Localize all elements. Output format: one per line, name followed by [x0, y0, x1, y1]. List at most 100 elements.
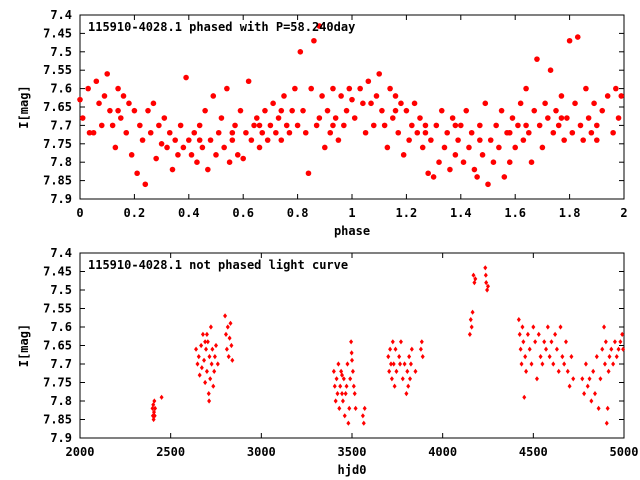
data-point	[493, 122, 499, 129]
data-point	[169, 166, 176, 173]
y-tick-label: 7.85	[43, 174, 72, 188]
data-point	[485, 181, 491, 188]
data-point	[224, 346, 229, 352]
data-point	[425, 170, 431, 177]
data-point	[420, 354, 425, 360]
data-point	[419, 339, 424, 345]
data-point	[229, 342, 234, 349]
data-point	[226, 159, 233, 165]
data-point	[292, 85, 298, 92]
data-point	[205, 339, 210, 345]
data-point	[344, 383, 349, 389]
data-point	[479, 152, 486, 158]
data-point	[101, 93, 108, 99]
data-point	[553, 331, 558, 337]
data-point	[596, 405, 601, 411]
data-point	[470, 309, 475, 315]
data-point	[533, 339, 538, 345]
data-point	[560, 354, 565, 360]
data-point	[561, 137, 567, 143]
data-point	[486, 283, 490, 289]
data-point	[408, 361, 413, 367]
data-point	[438, 107, 445, 114]
x-tick-label: 3500	[338, 445, 367, 459]
data-point	[194, 346, 199, 352]
y-tick-label: 7.65	[43, 100, 72, 114]
data-point	[473, 276, 478, 282]
data-point	[379, 107, 385, 114]
data-point	[430, 174, 437, 180]
data-point	[151, 402, 156, 408]
data-point	[602, 324, 607, 330]
data-point	[542, 100, 548, 107]
data-point	[569, 354, 574, 360]
data-point	[545, 115, 551, 121]
data-point	[79, 115, 86, 121]
data-point	[151, 409, 156, 415]
data-point	[109, 122, 116, 129]
data-point	[519, 361, 524, 367]
data-point	[137, 122, 143, 129]
data-point	[228, 320, 233, 326]
data-point	[455, 137, 461, 143]
y-tick-label: 7.5	[50, 283, 72, 297]
y-tick-label: 7.65	[43, 339, 72, 353]
data-point	[397, 354, 402, 360]
unphased-x-ticks: 2000 2500 3000 3500 4000 4500 5000	[66, 253, 638, 459]
data-point	[324, 107, 331, 114]
data-point	[406, 383, 411, 389]
data-point	[555, 122, 562, 129]
data-point	[498, 107, 505, 114]
data-point	[516, 317, 521, 323]
data-point	[609, 346, 614, 352]
data-point	[332, 115, 339, 121]
data-point	[350, 368, 355, 374]
data-point	[259, 129, 266, 136]
data-point	[191, 129, 198, 136]
data-point	[346, 85, 353, 92]
data-point	[409, 122, 415, 129]
data-point	[212, 354, 217, 360]
data-point	[256, 144, 263, 151]
data-point	[115, 107, 121, 114]
x-tick-label: 0.6	[232, 206, 254, 220]
data-point	[444, 129, 451, 136]
data-point	[202, 357, 207, 363]
data-point	[215, 129, 222, 136]
data-point	[539, 144, 546, 151]
data-point	[400, 152, 407, 158]
data-point	[196, 122, 203, 129]
data-point	[289, 107, 295, 114]
data-point	[512, 144, 518, 151]
data-point	[204, 368, 209, 374]
data-point	[469, 324, 474, 330]
data-point	[422, 122, 429, 129]
data-point	[286, 129, 293, 136]
data-point	[542, 339, 547, 345]
data-point	[544, 346, 549, 352]
x-tick-label: 2500	[156, 445, 185, 459]
data-point	[571, 376, 576, 382]
data-point	[536, 122, 543, 129]
data-point	[215, 361, 220, 367]
data-point	[523, 354, 528, 360]
data-point	[419, 144, 426, 151]
data-point	[207, 398, 212, 404]
data-point	[558, 93, 565, 99]
y-tick-label: 7.7	[50, 357, 72, 371]
data-point	[275, 115, 282, 121]
y-tick-label: 7.75	[43, 376, 72, 390]
data-point	[523, 122, 529, 129]
data-point	[96, 100, 102, 107]
data-point	[392, 93, 399, 99]
data-point	[319, 93, 325, 99]
data-point	[527, 346, 532, 352]
unphased-plot-panel: 2000 2500 3000 3500 4000 4500 5000 7.47.457.57…	[17, 246, 638, 477]
data-point	[468, 317, 473, 323]
x-tick-label: 0	[76, 206, 83, 220]
data-point	[134, 170, 140, 177]
data-point	[351, 115, 358, 121]
data-point	[166, 129, 173, 136]
data-point	[278, 137, 285, 143]
